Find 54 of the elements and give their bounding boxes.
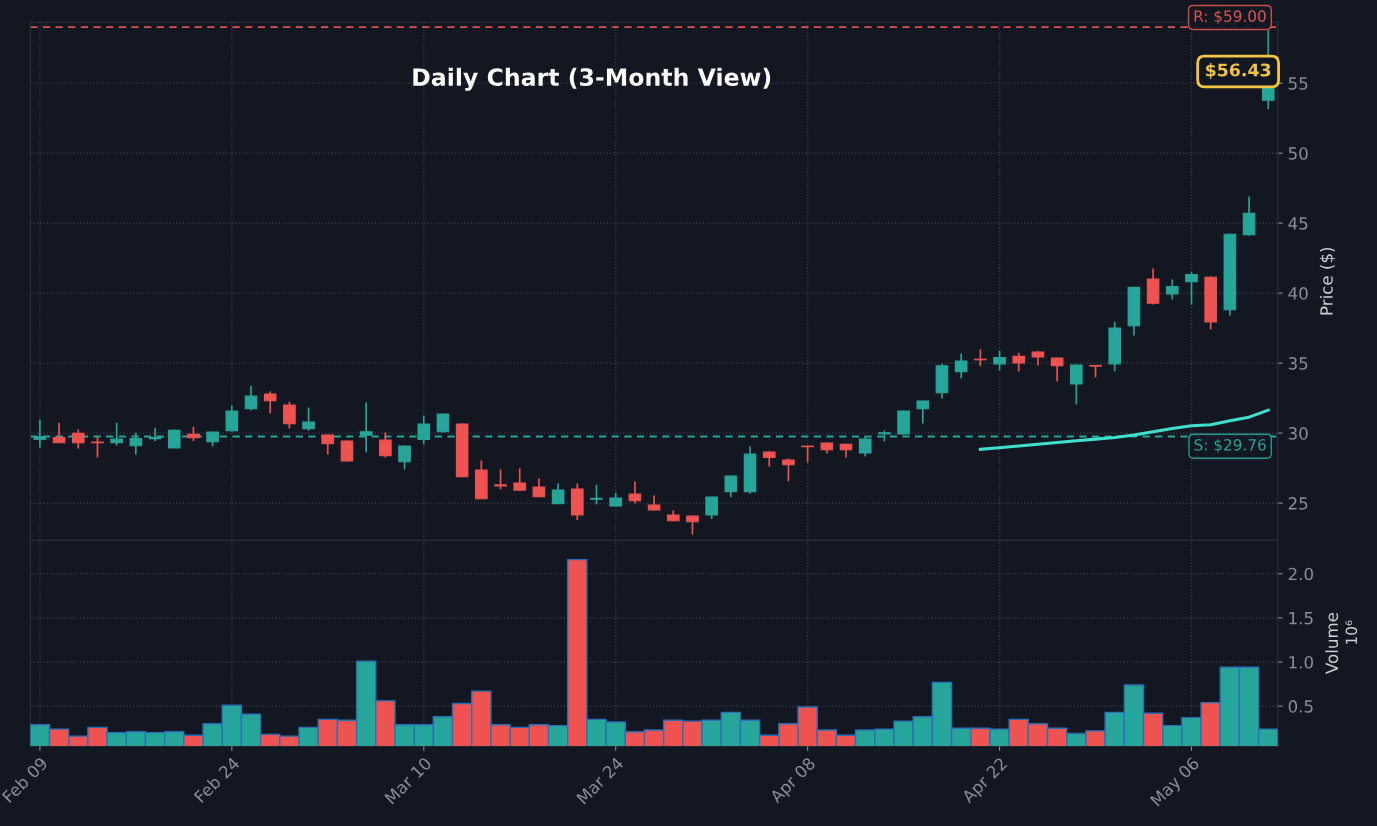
candlestick (1165, 278, 1179, 301)
y-axis-title: Volume (1325, 612, 1339, 674)
candlestick (91, 435, 104, 459)
candlestick (954, 352, 968, 380)
x-tick-label: Feb 24 (193, 756, 241, 804)
y-tick-label: 25 (1288, 497, 1308, 510)
candlestick (916, 399, 930, 425)
candlestick (724, 474, 738, 499)
candlestick (628, 480, 642, 505)
candlestick (1146, 267, 1160, 306)
candlestick (263, 390, 277, 415)
ref-line-label: R: $59.00 (1194, 10, 1266, 24)
y-tick-label: 30 (1288, 427, 1308, 440)
y-tick-label: 55 (1288, 77, 1308, 90)
text: Daily Chart (3-Month View) (413, 67, 771, 91)
candlestick (494, 468, 507, 491)
candlestick (71, 428, 85, 450)
candlestick (782, 457, 795, 483)
x-tick-label: Apr 08 (768, 756, 819, 807)
y-tick-label: 50 (1288, 147, 1308, 160)
candlestick (398, 444, 411, 471)
y-tick-label: 40 (1288, 287, 1308, 300)
candlestick (321, 433, 335, 456)
candlestick (225, 404, 239, 433)
y-tick-label: 35 (1288, 357, 1308, 370)
candlestick (1012, 351, 1026, 373)
candlestick (686, 514, 699, 536)
x-tick-label: Apr 22 (960, 756, 1010, 807)
x-tick-label: Feb 09 (1, 756, 49, 804)
y-tick-label: 1.0 (1289, 655, 1313, 669)
y-tick-label: 0.5 (1288, 700, 1313, 713)
y-tick-label: 2.0 (1288, 567, 1313, 581)
candlestick (244, 385, 258, 412)
y-axis-title: Price ($) (1319, 247, 1336, 315)
annotation: $56.43 (1205, 63, 1271, 79)
candlestick (379, 431, 392, 459)
candlestick (1070, 363, 1083, 406)
line-series (978, 408, 1270, 451)
x-tick-label: Mar 24 (576, 756, 625, 805)
candlestick (705, 495, 718, 520)
y-tick-label: 1.5 (1289, 612, 1313, 625)
x-tick-label: Mar 10 (384, 756, 433, 805)
candlestick (1185, 271, 1198, 306)
candlestick (302, 406, 315, 432)
candlestick (52, 421, 66, 444)
candlestick (513, 467, 527, 492)
text: 10⁶ (1345, 620, 1358, 644)
candlestick (993, 349, 1006, 372)
y-tick-label: 45 (1288, 217, 1308, 230)
candlestick (590, 483, 603, 506)
ref-line-label: S: $29.76 (1194, 438, 1266, 453)
candlestick (283, 400, 296, 430)
candlestick (1050, 356, 1064, 383)
candlestick (1242, 195, 1256, 237)
